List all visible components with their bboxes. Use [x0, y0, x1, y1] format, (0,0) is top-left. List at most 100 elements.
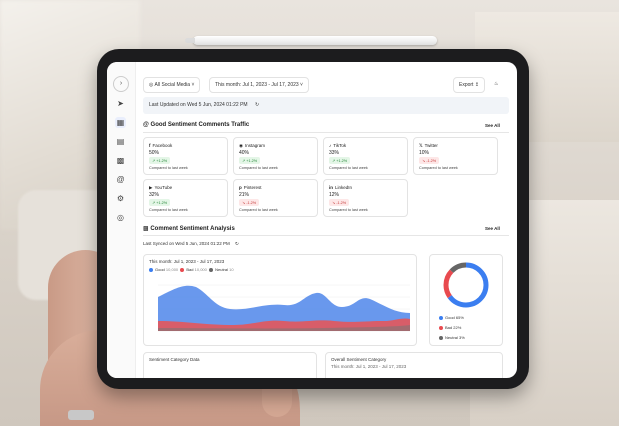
- chart-legend: Good 10,000 Bad 10,000 Neutral 10: [149, 267, 234, 272]
- traffic-card-instagram[interactable]: ◉ Instagram 40% ↗ +1.2% Compared to last wee…: [233, 137, 318, 175]
- tablet-screen: › ➤ ▦ ▤ ▩ @ ⚙ ◎ ◎ All Social Media ˅ Thi…: [107, 62, 517, 378]
- card-name: 𝕏 Twitter: [419, 143, 438, 149]
- card-name: ▶ YouTube: [149, 185, 172, 191]
- traffic-card-linkedin[interactable]: in LinkedIn 12% ↘ -1.2% Compared to last wee…: [323, 179, 408, 217]
- globe-icon: ◎: [149, 82, 154, 88]
- divider: [143, 132, 509, 133]
- card-name-text: LinkedIn: [335, 185, 353, 190]
- overall-sentiment-period: This month: Jul 1, 2023 - Jul 17, 2023: [331, 364, 407, 369]
- card-name-text: Twitter: [424, 143, 438, 148]
- donut-label: Good: [445, 315, 455, 320]
- donut-chart-svg: [443, 262, 489, 308]
- card-change-badge: ↗ +1.2%: [329, 157, 351, 164]
- donut-pct: 22%: [453, 325, 462, 330]
- card-percent: 21%: [239, 192, 250, 198]
- traffic-card-facebook[interactable]: f Facebook 50% ↗ +1.2% Compared to last week: [143, 137, 228, 175]
- last-synced: Last Synced on Wed 5 Jun, 2024 01:22 PM …: [143, 241, 239, 247]
- donut-legend-bad: Bad 22%: [439, 325, 461, 330]
- card-percent: 32%: [149, 192, 160, 198]
- card-name: ◉ Instagram: [239, 143, 265, 149]
- bad-legend-dot: [180, 267, 185, 272]
- watch-band: [68, 410, 94, 420]
- card-percent: 10%: [419, 150, 430, 156]
- traffic-card-pinterest[interactable]: p Pinterest 21% ↘ -1.2% Compared to last wee…: [233, 179, 318, 217]
- sentiment-area-chart-panel: This month: Jul 1, 2023 - Jul 17, 2023 G…: [143, 254, 417, 346]
- traffic-card-tiktok[interactable]: ♪ TikTok 33% ↗ +1.2% Compared to last week: [323, 137, 408, 175]
- traffic-section-title: @ Good Sentiment Comments Traffic: [143, 122, 249, 128]
- grid-icon[interactable]: ▦: [115, 117, 126, 128]
- sentiment-category-panel: Sentiment Category Data: [143, 352, 317, 378]
- donut-legend-neutral: Neutral 3%: [439, 335, 465, 340]
- card-change-badge: ↘ -1.2%: [419, 157, 440, 164]
- topbar: ◎ All Social Media ˅ This month: Jul 1, …: [143, 74, 509, 94]
- area-chart-svg: [158, 284, 410, 332]
- good-dot: [439, 315, 443, 320]
- traffic-title-text: Good Sentiment Comments Traffic: [150, 122, 250, 128]
- linkedin-icon: in: [329, 185, 333, 190]
- at-icon: @: [143, 122, 151, 128]
- bell-icon[interactable]: ♨: [489, 77, 504, 91]
- chart-icon[interactable]: ▩: [116, 156, 125, 165]
- card-change-badge: ↘ -1.2%: [239, 199, 260, 206]
- card-name: p Pinterest: [239, 185, 262, 190]
- card-change-text: -1.2%: [246, 201, 257, 205]
- neutral-dot: [439, 335, 443, 340]
- legend-value: 10: [229, 267, 234, 272]
- stylus-pen: [185, 36, 437, 45]
- help-icon[interactable]: ◎: [117, 213, 124, 222]
- settings-icon[interactable]: ⚙: [116, 194, 125, 203]
- legend-value: 10,000: [165, 267, 179, 272]
- legend-label: Bad: [186, 267, 194, 272]
- at-icon[interactable]: @: [116, 175, 125, 184]
- card-name-text: Facebook: [152, 143, 173, 148]
- main-content: ◎ All Social Media ˅ This month: Jul 1, …: [143, 62, 509, 378]
- good-legend-dot: [149, 267, 153, 272]
- refresh-icon[interactable]: ↻: [235, 241, 239, 246]
- card-change-text: -1.2%: [426, 159, 437, 163]
- card-compare: Compared to last week: [239, 208, 278, 212]
- refresh-icon[interactable]: ↻: [254, 102, 260, 108]
- card-compare: Compared to last week: [329, 208, 368, 212]
- neutral-legend-dot: [209, 267, 214, 272]
- last-updated-text: Last Updated on Wed 5 Jun, 2024 01:22 PM: [149, 102, 248, 108]
- channel-filter-label: All Social Media: [154, 82, 191, 88]
- chart-icon: ▩: [143, 226, 151, 232]
- donut-label: Neutral: [445, 335, 458, 340]
- legend-label: Neutral: [215, 267, 229, 272]
- donut-legend-good: Good 65%: [439, 315, 464, 320]
- card-name-text: Instagram: [244, 143, 265, 148]
- card-percent: 12%: [329, 192, 340, 198]
- export-button[interactable]: Export ↥: [453, 77, 486, 93]
- donut-pct: 3%: [459, 335, 465, 340]
- card-change-badge: ↗ +1.2%: [149, 157, 171, 164]
- card-compare: Compared to last week: [239, 166, 278, 170]
- card-name-text: YouTube: [154, 185, 173, 190]
- card-compare: Compared to last week: [149, 166, 188, 170]
- traffic-card-youtube[interactable]: ▶ YouTube 32% ↗ +1.2% Compared to last week: [143, 179, 228, 217]
- traffic-see-all-link[interactable]: See All: [485, 123, 500, 128]
- card-change-text: +1.2%: [156, 201, 168, 205]
- sidebar-toggle-icon[interactable]: ›: [113, 76, 129, 92]
- divider: [143, 235, 509, 236]
- neutral-area: [158, 325, 410, 331]
- bad-slice: [443, 262, 489, 308]
- analysis-see-all-link[interactable]: See All: [485, 226, 500, 231]
- card-change-badge: ↗ +1.2%: [239, 157, 261, 164]
- overall-sentiment-panel: Overall Sentiment Category This month: J…: [325, 352, 503, 378]
- database-icon[interactable]: ▤: [116, 137, 125, 146]
- card-percent: 33%: [329, 150, 340, 156]
- rocket-icon[interactable]: ➤: [117, 99, 124, 108]
- card-compare: Compared to last week: [329, 166, 368, 170]
- date-filter-dropdown[interactable]: This month: Jul 1, 2023 - Jul 17, 2023 ˅: [209, 77, 309, 93]
- card-change-badge: ↗ +1.2%: [149, 199, 171, 206]
- overall-sentiment-title: Overall Sentiment Category: [331, 357, 387, 362]
- card-change-text: +1.2%: [336, 159, 348, 163]
- bad-dot: [439, 325, 443, 330]
- traffic-card-twitter[interactable]: 𝕏 Twitter 10% ↘ -1.2% Compared to last week: [413, 137, 498, 175]
- channel-filter-dropdown[interactable]: ◎ All Social Media ˅: [143, 77, 201, 93]
- sentiment-donut-panel: Good 65% Bad 22% Neutral 3%: [429, 254, 503, 346]
- sidebar: › ➤ ▦ ▤ ▩ @ ⚙ ◎: [107, 62, 136, 378]
- donut-label: Bad: [445, 325, 453, 330]
- youtube-icon: ▶: [149, 185, 153, 190]
- chart-period: This month: Jul 1, 2023 - Jul 17, 2023: [149, 259, 225, 264]
